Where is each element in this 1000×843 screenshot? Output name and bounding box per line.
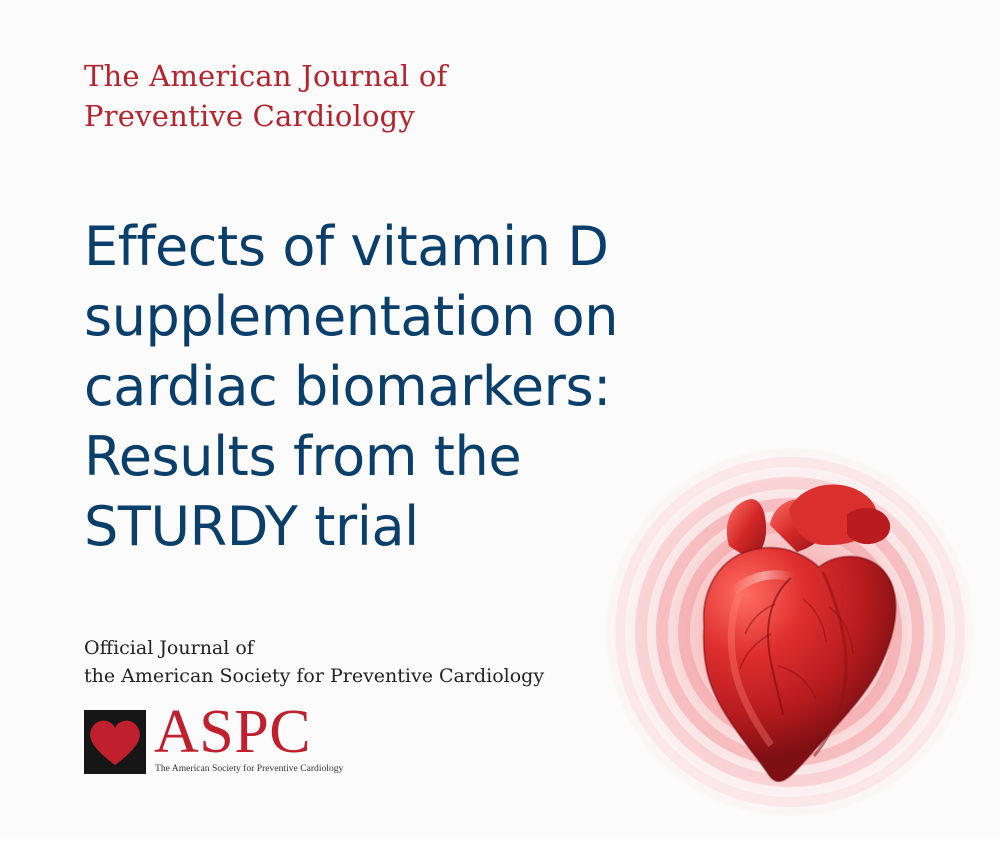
article-title-line-1: Effects of vitamin D xyxy=(84,215,609,278)
aspc-wordmark: ASPC xyxy=(154,698,312,766)
official-line-2: the American Society for Preventive Card… xyxy=(84,665,545,687)
journal-title-line-2: Preventive Cardiology xyxy=(84,99,415,133)
heart-icon xyxy=(90,720,140,765)
journal-title-line-1: The American Journal of xyxy=(84,59,448,93)
aspc-subtitle: The American Society for Preventive Card… xyxy=(155,763,344,774)
heart-illustration xyxy=(600,440,1000,838)
heart-logo-mark xyxy=(84,710,146,774)
article-title-line-2: supplementation on xyxy=(84,285,619,348)
official-line-1: Official Journal of xyxy=(84,637,254,659)
journal-title: The American Journal of Preventive Cardi… xyxy=(84,56,604,136)
article-title-line-5: STURDY trial xyxy=(84,495,419,558)
aspc-logo: ASPC The American Society for Preventive… xyxy=(84,700,344,778)
article-title-line-3: cardiac biomarkers: xyxy=(84,355,611,418)
official-journal-statement: Official Journal of the American Society… xyxy=(84,634,604,690)
anatomical-heart-icon xyxy=(606,448,974,816)
article-title: Effects of vitamin D supplementation on … xyxy=(84,212,704,562)
article-title-line-4: Results from the xyxy=(84,425,522,488)
